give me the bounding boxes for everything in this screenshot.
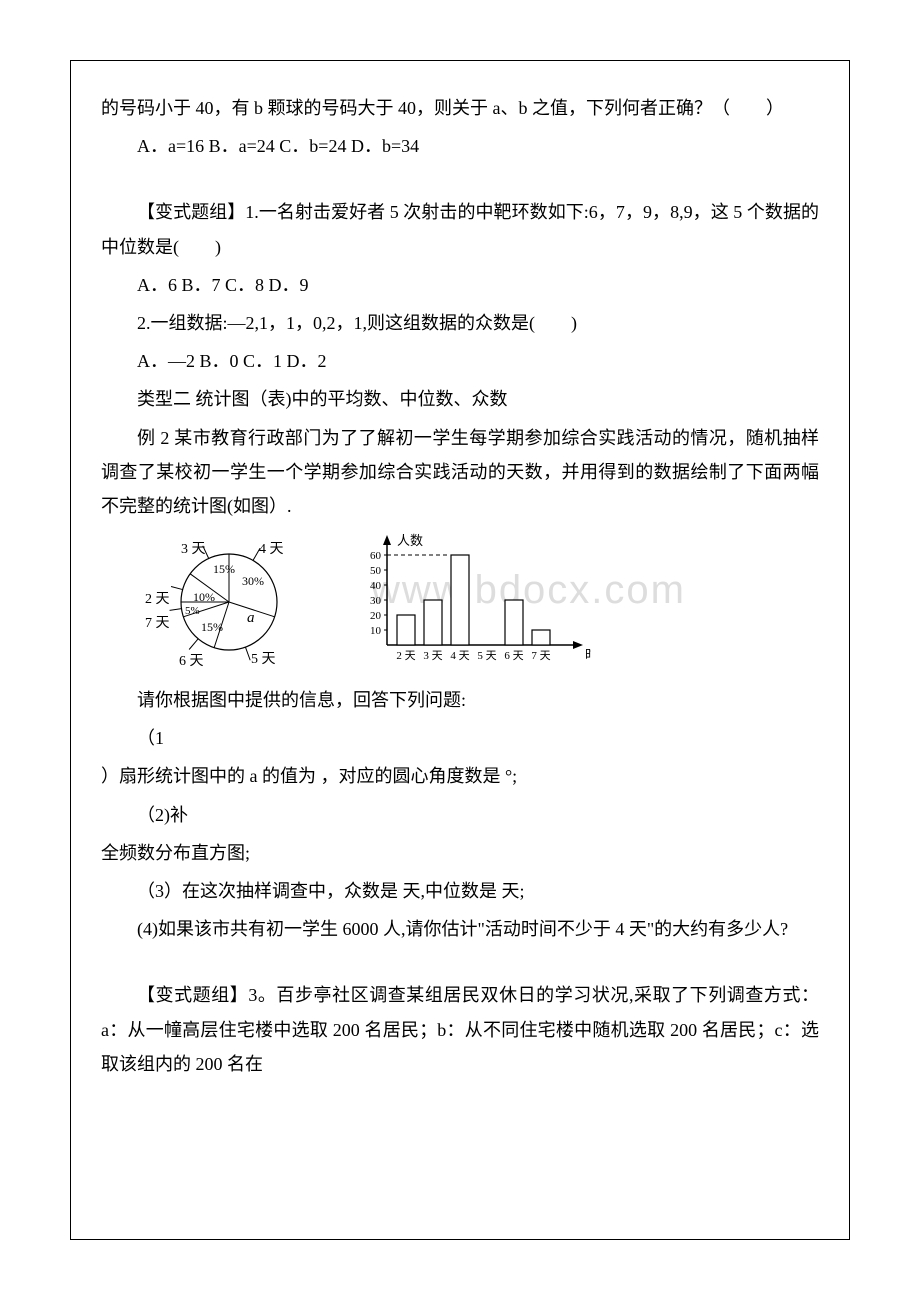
type2-example: 例 2 某市教育行政部门为了了解初一学生每学期参加综合实践活动的情况，随机抽样调…	[101, 421, 819, 524]
svg-text:人数: 人数	[397, 533, 423, 548]
intro-line1: 的号码小于 40，有 b 颗球的号码大于 40，则关于 a、b 之值，下列何者正…	[101, 91, 819, 125]
pie-label-2d: 2 天	[145, 588, 170, 608]
svg-text:3 天: 3 天	[423, 650, 442, 662]
q2a: （2)补	[101, 798, 819, 832]
svg-text:2 天: 2 天	[396, 650, 415, 662]
pie-svg	[151, 538, 321, 668]
variant1-q1: 【变式题组】1.一名射击爱好者 5 次射击的中靶环数如下:6，7，9，8,9，这…	[101, 195, 819, 263]
pie-label-4d: 4 天	[259, 538, 284, 558]
svg-text:10: 10	[370, 625, 382, 637]
svg-text:4 天: 4 天	[450, 650, 469, 662]
pie-chart: 4 天 3 天 2 天 7 天 6 天 5 天 15% 30% 10% 5% 1…	[151, 538, 321, 668]
pie-label-3d: 3 天	[181, 538, 206, 558]
svg-text:40: 40	[370, 580, 382, 592]
variant1-q2-opts: A．—2 B．0 C．1 D．2	[101, 344, 819, 378]
bar-chart: 10 20 30 40 50 60 2 天 3 天 4 天 5 天 6 天 7 天 人数时间	[351, 533, 591, 673]
pie-a: a	[247, 610, 255, 627]
pie-pct-5: 5%	[185, 605, 200, 617]
spacer2	[101, 950, 819, 978]
bar-svg: 10 20 30 40 50 60 2 天 3 天 4 天 5 天 6 天 7 天 人数时间	[351, 533, 591, 673]
variant1-q1-opts: A．6 B．7 C．8 D．9	[101, 268, 819, 302]
pie-pct-15a: 15%	[213, 562, 235, 577]
pie-label-5d: 5 天	[251, 648, 276, 668]
intro-options: A．a=16 B．a=24 C．b=24 D．b=34	[101, 129, 819, 163]
spacer	[101, 167, 819, 195]
pie-label-6d: 6 天	[179, 650, 204, 670]
pie-pct-10: 10%	[193, 590, 215, 605]
questions-prompt: 请你根据图中提供的信息，回答下列问题:	[101, 683, 819, 717]
svg-text:7 天: 7 天	[531, 650, 550, 662]
q3: （3）在这次抽样调查中，众数是 天,中位数是 天;	[101, 874, 819, 908]
svg-text:20: 20	[370, 610, 382, 622]
svg-text:30: 30	[370, 595, 382, 607]
page-border: 的号码小于 40，有 b 颗球的号码大于 40，则关于 a、b 之值，下列何者正…	[70, 60, 850, 1240]
svg-text:50: 50	[370, 565, 382, 577]
q2b: 全频数分布直方图;	[101, 836, 819, 870]
pie-pct-30: 30%	[242, 574, 264, 589]
q1b: ）扇形统计图中的 a 的值为 ，对应的圆心角度数是 °;	[101, 759, 819, 793]
figure-row: www.bdocx.com 4 天 3 天 2 天 7 天 6 天 5 天 15…	[151, 533, 819, 673]
svg-text:5 天: 5 天	[477, 650, 496, 662]
variant2-text: 【变式题组】3。百步亭社区调查某组居民双休日的学习状况,采取了下列调查方式：a：…	[101, 978, 819, 1081]
type2-heading: 类型二 统计图（表)中的平均数、中位数、众数	[101, 382, 819, 416]
q1a: （1	[101, 721, 819, 755]
svg-text:时间: 时间	[585, 647, 591, 662]
pie-pct-15b: 15%	[201, 620, 223, 635]
svg-text:60: 60	[370, 550, 382, 562]
svg-text:6 天: 6 天	[504, 650, 523, 662]
q4: (4)如果该市共有初一学生 6000 人,请你估计"活动时间不少于 4 天"的大…	[101, 912, 819, 946]
pie-label-7d: 7 天	[145, 612, 170, 632]
variant1-q2: 2.一组数据:—2,1，1，0,2，1,则这组数据的众数是( )	[101, 306, 819, 340]
